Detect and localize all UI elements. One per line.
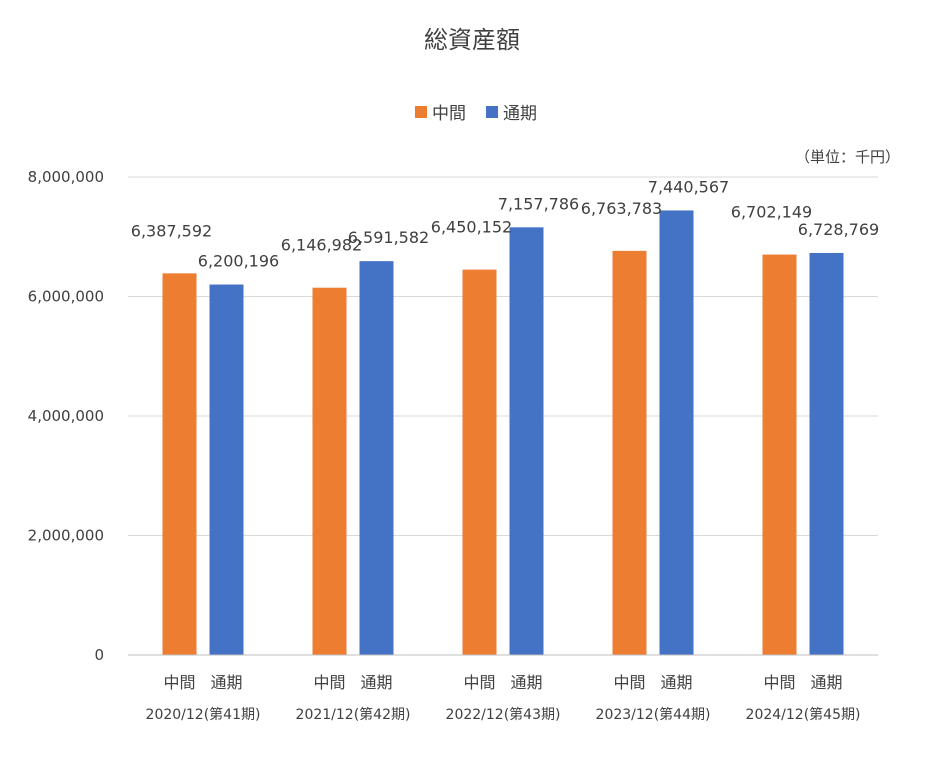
y-tick-label: 0	[94, 646, 104, 664]
x-category-label: 2024/12(第45期)	[746, 706, 861, 723]
data-labels: 6,387,592 6,200,1966,146,9826,591,5826,45…	[131, 177, 879, 270]
bar-chukan-3	[612, 250, 647, 656]
data-label: 6,728,769	[798, 220, 879, 239]
bar-chukan-0	[162, 273, 197, 655]
legend-label-tsuki: 通期	[503, 104, 537, 124]
bar-chukan-1	[312, 287, 347, 655]
unit-note: （単位：千円）	[795, 148, 900, 166]
bar-tsuki-4	[809, 252, 844, 655]
x-category-label: 2023/12(第44期)	[596, 706, 711, 723]
chart-title: 総資産額	[424, 26, 520, 54]
bar-tsuki-0	[209, 284, 244, 655]
data-label: 7,440,567	[648, 177, 729, 196]
bar-tsuki-2	[509, 227, 544, 656]
data-label: 6,591,582	[348, 228, 429, 247]
x-sub-label: 通期	[210, 673, 242, 692]
bars	[162, 210, 844, 656]
bar-chukan-2	[462, 269, 497, 655]
y-tick-label: 6,000,000	[28, 288, 104, 306]
legend-swatch-chukan	[415, 106, 427, 118]
data-label: 6,702,149	[731, 203, 812, 222]
x-sub-label: 通期	[660, 673, 692, 692]
legend: 中間 通期	[415, 104, 537, 124]
x-category-label: 2021/12(第42期)	[296, 706, 411, 723]
data-label: 6,146,982	[281, 236, 362, 255]
data-label: 6,200,196	[198, 252, 279, 271]
y-axis-ticks: 0 2,000,000 4,000,000 6,000,000 8,000,000	[28, 168, 104, 664]
y-tick-label: 4,000,000	[28, 407, 104, 425]
x-sub-label: 中間	[313, 673, 345, 692]
bar-tsuki-3	[659, 210, 694, 655]
data-label: 6,763,783	[581, 199, 662, 218]
data-label: 6,387,592	[131, 221, 212, 240]
data-label: 7,157,786	[498, 194, 579, 213]
legend-swatch-tsuki	[486, 106, 498, 118]
y-tick-label: 8,000,000	[28, 168, 104, 186]
bar-tsuki-1	[359, 261, 394, 655]
x-category-label: 2022/12(第43期)	[446, 706, 561, 723]
x-sub-label: 中間	[763, 673, 795, 692]
x-sub-label: 中間	[163, 673, 195, 692]
x-sub-label: 中間	[463, 673, 495, 692]
x-sub-label: 中間	[613, 673, 645, 692]
x-sub-label: 通期	[810, 673, 842, 692]
bar-chukan-4	[762, 254, 797, 655]
x-sub-label: 通期	[360, 673, 392, 692]
y-tick-label: 2,000,000	[28, 527, 104, 545]
x-category-label: 2020/12(第41期)	[146, 706, 261, 723]
legend-label-chukan: 中間	[432, 104, 466, 124]
x-sub-label: 通期	[510, 673, 542, 692]
data-label: 6,450,152	[431, 218, 512, 237]
